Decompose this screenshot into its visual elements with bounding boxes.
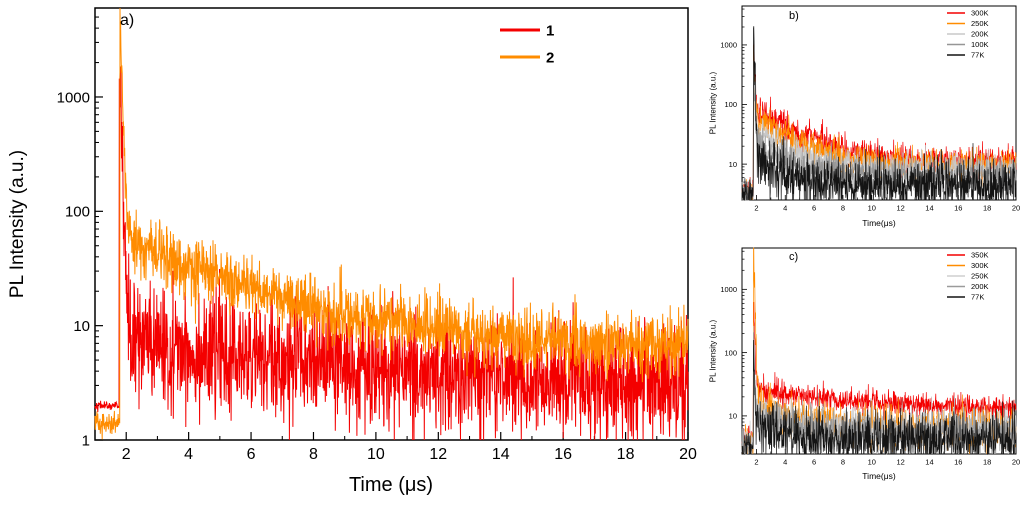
legend: 12 bbox=[500, 22, 554, 66]
legend-label-350K: 350K bbox=[971, 251, 989, 260]
x-tick-label: 10 bbox=[868, 458, 876, 467]
legend-label-300K: 300K bbox=[971, 9, 989, 18]
x-tick-label: 16 bbox=[554, 446, 572, 463]
panel-letter-a: a) bbox=[120, 12, 135, 29]
series-group bbox=[94, 7, 689, 441]
x-tick-label: 18 bbox=[617, 446, 635, 463]
panel-a: 2 4 6 8 10 12 14 16 18 20 1 10 100 1000 1 2 PL Intensit… bbox=[7, 7, 697, 496]
legend-label-2: 2 bbox=[546, 49, 554, 66]
y-tick-label: 100 bbox=[65, 204, 90, 221]
series-77K-trace bbox=[741, 26, 1017, 201]
x-tick-label: 12 bbox=[896, 204, 904, 213]
legend-label-250K: 250K bbox=[971, 272, 989, 281]
x-axis-label-c: Time(μs) bbox=[862, 471, 896, 481]
x-tick-label: 20 bbox=[1012, 204, 1020, 213]
y-tick-label: 10 bbox=[729, 412, 737, 421]
legend-label-77K: 77K bbox=[971, 51, 984, 60]
x-tick-label: 8 bbox=[309, 446, 318, 463]
panel-b: 2 4 6 8 10 12 14 16 18 20 10 100 1000 300K 250K 200K 100… bbox=[704, 0, 1024, 240]
x-tick-label: 4 bbox=[184, 446, 193, 463]
series-350K-trace bbox=[741, 301, 1017, 452]
x-tick-label: 20 bbox=[679, 446, 697, 463]
x-tick-label: 10 bbox=[367, 446, 385, 463]
axes: 2 4 6 8 10 12 14 16 18 20 10 100 1000 bbox=[720, 247, 1020, 467]
x-tick-label: 16 bbox=[954, 204, 962, 213]
legend-label-1: 1 bbox=[546, 22, 554, 39]
x-axis-label-b: Time(μs) bbox=[862, 218, 896, 228]
y-tick-label: 100 bbox=[724, 348, 737, 357]
x-tick-label: 2 bbox=[754, 204, 758, 213]
y-tick-label: 1 bbox=[82, 432, 90, 449]
legend-label-100K: 100K bbox=[971, 40, 989, 49]
legend-label-200K: 200K bbox=[971, 30, 989, 39]
series-200K-trace bbox=[741, 332, 1017, 455]
x-tick-label: 6 bbox=[812, 204, 816, 213]
x-tick-label: 20 bbox=[1012, 458, 1020, 467]
y-axis-label-a: PL Intensity (a.u.) bbox=[7, 149, 28, 299]
series-77K-trace bbox=[741, 339, 1017, 456]
series-2-trace bbox=[94, 7, 689, 440]
x-tick-label: 4 bbox=[783, 458, 787, 467]
y-tick-label: 1000 bbox=[720, 41, 737, 50]
series-group bbox=[741, 26, 1017, 201]
x-tick-label: 2 bbox=[754, 458, 758, 467]
x-tick-label: 8 bbox=[841, 204, 845, 213]
series-group bbox=[741, 247, 1017, 456]
x-tick-label: 8 bbox=[841, 458, 845, 467]
series-1-trace bbox=[94, 66, 689, 441]
y-tick-label: 100 bbox=[724, 100, 737, 109]
x-tick-label: 16 bbox=[954, 458, 962, 467]
y-tick-label: 10 bbox=[729, 160, 737, 169]
x-tick-label: 18 bbox=[983, 204, 991, 213]
x-tick-label: 14 bbox=[492, 446, 510, 463]
panel-letter-c: c) bbox=[789, 251, 799, 263]
panel-c: 2 4 6 8 10 12 14 16 18 20 10 100 1000 350K 300K 250K 200… bbox=[704, 242, 1024, 500]
legend-label-200K: 200K bbox=[971, 282, 989, 291]
legend-label-77K: 77K bbox=[971, 293, 984, 302]
y-tick-label: 1000 bbox=[57, 89, 90, 106]
x-tick-label: 12 bbox=[896, 458, 904, 467]
x-axis-label-a: Time (μs) bbox=[348, 474, 434, 496]
x-tick-label: 14 bbox=[925, 204, 933, 213]
legend-label-300K: 300K bbox=[971, 261, 989, 270]
x-tick-label: 4 bbox=[783, 204, 787, 213]
x-tick-label: 6 bbox=[247, 446, 256, 463]
x-tick-label: 18 bbox=[983, 458, 991, 467]
axes: 2 4 6 8 10 12 14 16 18 20 10 100 1000 bbox=[720, 5, 1020, 213]
panel-letter-b: b) bbox=[789, 10, 799, 22]
y-axis-label-c: PL Intensity (a.u.) bbox=[708, 319, 718, 383]
y-tick-label: 10 bbox=[73, 318, 90, 335]
y-axis-label-b: PL Intensity (a.u.) bbox=[708, 71, 718, 135]
legend-label-250K: 250K bbox=[971, 19, 989, 28]
x-tick-label: 2 bbox=[122, 446, 131, 463]
x-tick-label: 6 bbox=[812, 458, 816, 467]
x-tick-label: 12 bbox=[429, 446, 447, 463]
y-tick-label: 1000 bbox=[720, 285, 737, 294]
x-tick-label: 14 bbox=[925, 458, 933, 467]
x-tick-label: 10 bbox=[868, 204, 876, 213]
